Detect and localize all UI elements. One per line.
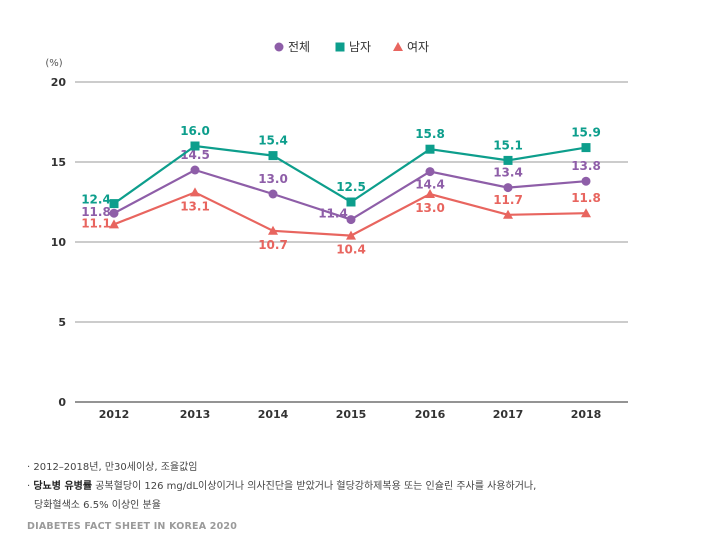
legend: 전체 남자 여자 xyxy=(274,40,429,54)
notes: · 2012–2018년, 만30세이상, 조율값임 · 당뇨병 유병률 공복혈… xyxy=(27,458,536,515)
x-tick-label: 2013 xyxy=(180,408,211,421)
data-label: 15.8 xyxy=(415,127,445,141)
grid xyxy=(75,81,628,403)
footer-source: DIABETES FACT SHEET IN KOREA 2020 xyxy=(27,521,238,532)
y-axis-unit: (%) xyxy=(45,58,62,69)
data-label: 13.1 xyxy=(180,199,210,213)
legend-label: 여자 xyxy=(407,40,429,54)
y-axis-labels: 0 5 10 15 20 (%) xyxy=(45,58,66,409)
note-term: 당뇨병 유병률 xyxy=(33,481,93,492)
y-tick-label: 20 xyxy=(51,76,67,89)
data-label: 13.8 xyxy=(571,159,601,173)
data-point xyxy=(503,183,513,193)
data-point xyxy=(346,197,356,207)
legend-label: 전체 xyxy=(288,40,310,54)
data-point xyxy=(346,230,356,240)
legend-item: 남자 xyxy=(335,40,371,54)
note-line-1: · 2012–2018년, 만30세이상, 조율값임 xyxy=(27,462,198,473)
x-tick-label: 2015 xyxy=(336,408,367,421)
data-label: 11.7 xyxy=(493,193,523,207)
series-triangle: 11.1 13.1 10.7 10.4 13.0 11.7 11.8 xyxy=(81,187,601,257)
series-group: 11.814.513.011.414.413.4 13.812.416.015.4… xyxy=(81,124,601,257)
data-point xyxy=(190,141,200,151)
data-point xyxy=(109,208,119,218)
x-tick-label: 2018 xyxy=(571,408,602,421)
data-label: 10.4 xyxy=(336,243,366,257)
data-label: 15.4 xyxy=(258,134,288,148)
legend-item: 전체 xyxy=(274,40,310,54)
data-point xyxy=(109,219,119,229)
x-tick-label: 2012 xyxy=(99,408,130,421)
data-point xyxy=(268,225,278,235)
legend-marker-circle xyxy=(274,42,284,52)
data-label: 15.1 xyxy=(493,138,523,152)
x-tick-label: 2017 xyxy=(493,408,524,421)
data-point xyxy=(425,144,435,154)
legend-label: 남자 xyxy=(349,40,371,54)
data-point xyxy=(268,189,278,199)
x-tick-label: 2016 xyxy=(415,408,446,421)
series-square: 12.4 16.0 15.4 12.5 15.8 15.1 15.9 xyxy=(81,124,601,209)
data-point xyxy=(190,187,200,197)
series-circle: 11.814.513.011.414.413.4 13.8 xyxy=(81,148,601,225)
data-point xyxy=(346,215,356,225)
note-bullet: · xyxy=(27,481,34,492)
data-point xyxy=(581,208,591,218)
legend-item: 여자 xyxy=(393,40,429,54)
legend-marker-square xyxy=(335,42,345,52)
data-point xyxy=(109,199,119,209)
x-tick-label: 2014 xyxy=(258,408,289,421)
note-definition: 공복혈당이 126 mg/dL이상이거나 의사진단을 받았거나 혈당강하제복용 … xyxy=(92,481,537,492)
data-point xyxy=(581,143,591,153)
data-point xyxy=(268,151,278,161)
data-label: 16.0 xyxy=(180,124,210,138)
y-tick-label: 15 xyxy=(51,156,66,169)
legend-marker-triangle xyxy=(393,42,403,51)
data-label: 11.8 xyxy=(571,191,601,205)
data-label: 15.9 xyxy=(571,126,601,140)
data-point xyxy=(503,155,513,165)
data-label: 13.0 xyxy=(415,201,445,215)
data-label: 10.7 xyxy=(258,238,288,252)
data-point xyxy=(190,165,200,175)
x-axis-labels: 2012 2013 2014 2015 2016 2017 2018 xyxy=(99,408,602,421)
note-line-2: · 당뇨병 유병률 공복혈당이 126 mg/dL이상이거나 의사진단을 받았거… xyxy=(27,477,536,496)
data-label: 11.4 xyxy=(318,207,348,221)
data-point xyxy=(581,176,591,186)
data-label: 11.8 xyxy=(81,205,111,219)
y-tick-label: 10 xyxy=(51,236,67,249)
data-label: 12.4 xyxy=(81,193,111,207)
y-tick-label: 0 xyxy=(58,396,66,409)
data-label: 13.0 xyxy=(258,172,288,186)
data-label: 14.4 xyxy=(415,178,445,192)
data-point xyxy=(425,189,435,198)
data-label: 12.5 xyxy=(336,180,366,194)
note-line-3: 당화혈색소 6.5% 이상인 분율 xyxy=(34,500,161,511)
y-tick-label: 5 xyxy=(58,316,66,329)
data-point xyxy=(425,167,435,177)
data-point xyxy=(503,209,513,219)
data-label: 13.4 xyxy=(493,166,523,180)
data-label: 11.1 xyxy=(81,216,111,230)
